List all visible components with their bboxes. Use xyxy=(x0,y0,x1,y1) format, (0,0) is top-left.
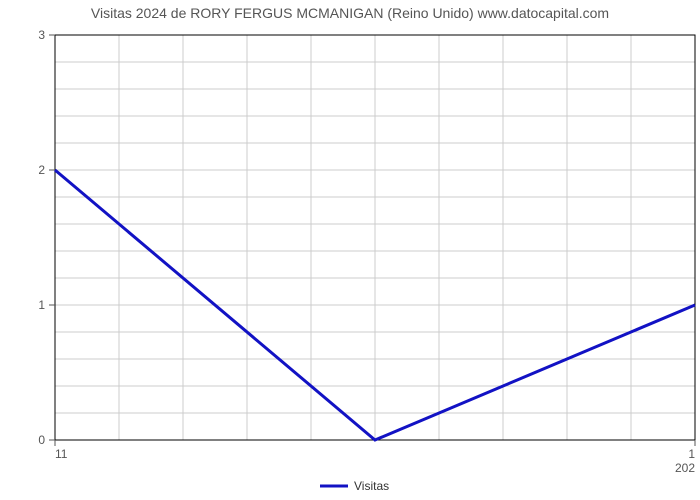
x-tick-label: 1 xyxy=(688,447,695,461)
y-tick-label: 0 xyxy=(38,433,45,447)
chart-title: Visitas 2024 de RORY FERGUS MCMANIGAN (R… xyxy=(91,5,609,21)
x-tick-label: 11 xyxy=(55,447,68,461)
legend-label: Visitas xyxy=(354,479,389,493)
chart-bg xyxy=(0,0,700,500)
chart-container: Visitas 2024 de RORY FERGUS MCMANIGAN (R… xyxy=(0,0,700,500)
y-tick-label: 2 xyxy=(38,163,45,177)
y-tick-label: 3 xyxy=(38,28,45,42)
y-tick-label: 1 xyxy=(38,298,45,312)
x-sublabel: 202 xyxy=(675,461,695,475)
chart-svg: Visitas 2024 de RORY FERGUS MCMANIGAN (R… xyxy=(0,0,700,500)
